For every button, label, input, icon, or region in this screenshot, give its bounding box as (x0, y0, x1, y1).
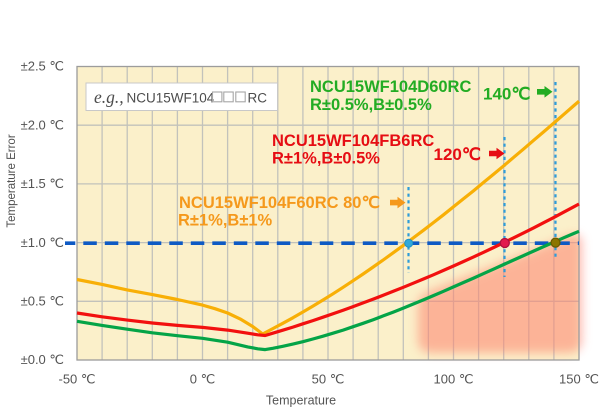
svg-text:100 ℃: 100 ℃ (434, 372, 474, 387)
svg-text:±2.5 ℃: ±2.5 ℃ (21, 59, 64, 74)
svg-text:R±0.5%,B±0.5%: R±0.5%,B±0.5% (310, 96, 432, 114)
svg-text:NCU15WF104D60RC: NCU15WF104D60RC (310, 78, 471, 96)
svg-text:120℃: 120℃ (434, 145, 481, 164)
svg-text:R±1%,B±0.5%: R±1%,B±0.5% (272, 150, 380, 168)
svg-text:±1.0 ℃: ±1.0 ℃ (21, 235, 64, 250)
svg-text:e.g.,: e.g., (94, 87, 124, 107)
svg-text:150 ℃: 150 ℃ (559, 372, 599, 387)
svg-text:NCU15WF104FB6RC: NCU15WF104FB6RC (272, 132, 434, 150)
svg-text:±0.5 ℃: ±0.5 ℃ (21, 294, 64, 309)
svg-text:-50 ℃: -50 ℃ (58, 372, 95, 387)
svg-text:50 ℃: 50 ℃ (312, 372, 345, 387)
svg-text:Temperature Error: Temperature Error (6, 134, 18, 227)
svg-text:R±1%,B±1%: R±1%,B±1% (178, 212, 273, 230)
svg-text:RC: RC (248, 91, 268, 106)
svg-text:140℃: 140℃ (483, 85, 530, 104)
svg-text:±2.0 ℃: ±2.0 ℃ (21, 117, 64, 132)
svg-text:±0.0 ℃: ±0.0 ℃ (21, 352, 64, 367)
svg-text:Temperature: Temperature (266, 394, 336, 408)
svg-text:NCU15WF104F60RC 80℃: NCU15WF104F60RC 80℃ (179, 194, 380, 212)
svg-text:NCU15WF104: NCU15WF104 (127, 91, 215, 106)
svg-text:0 ℃: 0 ℃ (190, 372, 215, 387)
svg-text:±1.5 ℃: ±1.5 ℃ (21, 176, 64, 191)
